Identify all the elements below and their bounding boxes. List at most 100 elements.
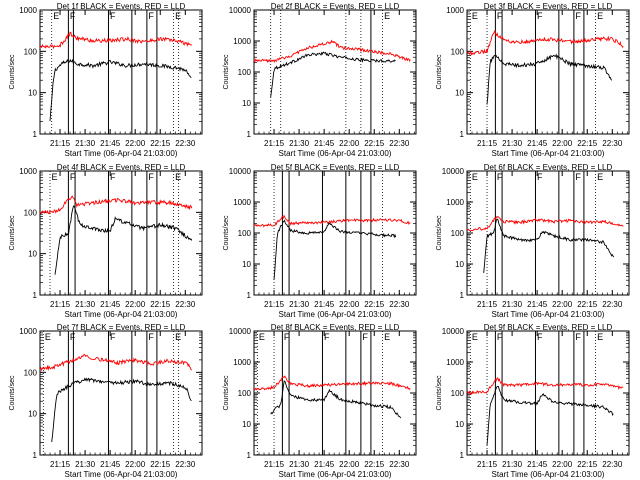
- plot-area: [254, 331, 411, 455]
- x-tick-label: 21:15: [50, 460, 71, 469]
- detector-panel: Det 9f BLACK = Events, RED = LLD 1 10 100 10…: [436, 323, 630, 479]
- y-tick-label: 100: [451, 229, 465, 238]
- x-tick-label: 22:30: [602, 139, 623, 148]
- y-tick-label: 100: [24, 47, 38, 56]
- x-tick-label: 21:30: [289, 139, 310, 148]
- y-tick-label: 1000: [233, 198, 251, 207]
- interval-marker-label: E: [384, 11, 390, 21]
- y-tick-label: 1000: [446, 198, 464, 207]
- y-tick-label: 1000: [446, 6, 464, 15]
- interval-marker-label: F: [575, 172, 581, 182]
- x-tick-label: 22:00: [125, 300, 146, 309]
- plot-frame: [39, 170, 203, 296]
- y-tick-label: 10: [28, 89, 37, 98]
- interval-marker-label: E: [52, 172, 58, 182]
- x-tick-label: 21:30: [502, 460, 523, 469]
- plot-area: [40, 171, 193, 295]
- y-tick-label: 1: [460, 451, 465, 460]
- plot-frame: [253, 170, 417, 296]
- x-tick-label: 22:15: [364, 139, 385, 148]
- x-tick-label: 21:45: [100, 139, 121, 148]
- lld-series-line: [40, 31, 193, 50]
- y-tick-label: 1: [33, 130, 38, 139]
- x-tick-label: 22:30: [602, 300, 623, 309]
- interval-marker-label: F: [575, 332, 581, 342]
- y-tick-label: 1000: [19, 167, 37, 176]
- x-tick-label: 22:15: [577, 300, 598, 309]
- x-tick-label: 22:30: [389, 300, 410, 309]
- x-tick-label: 21:15: [264, 300, 285, 309]
- interval-marker-label: F: [70, 172, 76, 182]
- y-axis-label: Counts/sec: [436, 215, 443, 251]
- panel-title: Det 7f BLACK = Events, RED = LLD: [57, 323, 186, 332]
- events-series-line: [270, 380, 402, 419]
- x-tick-label: 21:15: [477, 139, 498, 148]
- x-tick-label: 21:30: [75, 139, 96, 148]
- interval-marker-label: E: [259, 332, 265, 342]
- x-tick-label: 22:15: [150, 300, 171, 309]
- panel-title: Det 2f BLACK = Events, RED = LLD: [271, 2, 400, 11]
- interval-marker-label: E: [472, 332, 478, 342]
- x-tick-label: 22:00: [339, 139, 360, 148]
- y-tick-label: 10000: [229, 327, 252, 336]
- interval-marker-label: E: [175, 332, 181, 342]
- y-axis-label: Counts/sec: [436, 54, 443, 90]
- interval-marker-label: F: [110, 172, 116, 182]
- x-tick-label: 21:15: [264, 460, 285, 469]
- detector-panel: Det 2f BLACK = Events, RED = LLD 1 10 100 10…: [223, 2, 417, 158]
- events-series-line: [486, 386, 614, 446]
- x-tick-label: 21:45: [314, 460, 335, 469]
- panel-title: Det 9f BLACK = Events, RED = LLD: [484, 323, 613, 332]
- y-axis-label: Counts/sec: [9, 375, 16, 411]
- detector-panel: Det 6f BLACK = Events, RED = LLD 1 10 100 10…: [436, 163, 630, 319]
- y-tick-label: 10: [28, 250, 37, 259]
- x-tick-label: 22:00: [552, 300, 573, 309]
- y-tick-label: 1: [460, 130, 465, 139]
- panel-title: Det 5f BLACK = Events, RED = LLD: [271, 163, 400, 172]
- x-tick-label: 22:15: [364, 460, 385, 469]
- lld-series-line: [254, 214, 411, 228]
- interval-marker-label: F: [497, 332, 503, 342]
- x-tick-label: 21:30: [75, 300, 96, 309]
- plot-frame: [253, 9, 417, 135]
- x-tick-label: 21:15: [477, 460, 498, 469]
- plot-frame: [39, 330, 203, 456]
- x-tick-label: 22:30: [389, 139, 410, 148]
- x-tick-label: 22:15: [577, 460, 598, 469]
- y-tick-label: 10: [455, 89, 464, 98]
- interval-marker-label: E: [175, 11, 181, 21]
- events-series-line: [486, 53, 613, 105]
- interval-marker-label: F: [148, 332, 154, 342]
- x-tick-label: 21:15: [264, 139, 285, 148]
- x-tick-label: 22:15: [577, 139, 598, 148]
- lld-series-line: [467, 216, 624, 232]
- detector-panel: Det 1f BLACK = Events, RED = LLD 1 10 100 10…: [9, 2, 203, 158]
- y-tick-label: 100: [238, 389, 252, 398]
- x-tick-label: 21:45: [527, 300, 548, 309]
- detector-panel: Det 7f BLACK = Events, RED = LLD 1 10 100 10…: [9, 323, 203, 479]
- x-tick-label: 22:00: [552, 460, 573, 469]
- interval-marker-label: F: [497, 172, 503, 182]
- y-tick-label: 100: [24, 208, 38, 217]
- y-tick-label: 1000: [446, 358, 464, 367]
- x-axis-label: Start Time (06-Apr-04 21:03:00): [492, 470, 605, 479]
- panel-title: Det 8f BLACK = Events, RED = LLD: [271, 323, 400, 332]
- interval-marker-label: E: [45, 332, 51, 342]
- y-tick-label: 100: [451, 389, 465, 398]
- interval-marker-label: F: [537, 11, 543, 21]
- x-axis-label: Start Time (06-Apr-04 21:03:00): [279, 149, 392, 158]
- y-tick-label: 1000: [19, 6, 37, 15]
- x-axis-label: Start Time (06-Apr-04 21:03:00): [492, 149, 605, 158]
- y-tick-label: 100: [24, 368, 38, 377]
- x-axis-label: Start Time (06-Apr-04 21:03:00): [279, 310, 392, 319]
- plot-frame: [253, 330, 417, 456]
- events-series-line: [270, 51, 396, 98]
- events-series-line: [49, 58, 192, 122]
- panel-title: Det 3f BLACK = Events, RED = LLD: [484, 2, 613, 11]
- y-tick-label: 1: [33, 291, 38, 300]
- plot-area: [254, 171, 411, 295]
- interval-marker-label: F: [70, 332, 76, 342]
- interval-marker-label: E: [472, 11, 478, 21]
- x-tick-label: 21:15: [50, 139, 71, 148]
- y-tick-label: 1: [247, 451, 252, 460]
